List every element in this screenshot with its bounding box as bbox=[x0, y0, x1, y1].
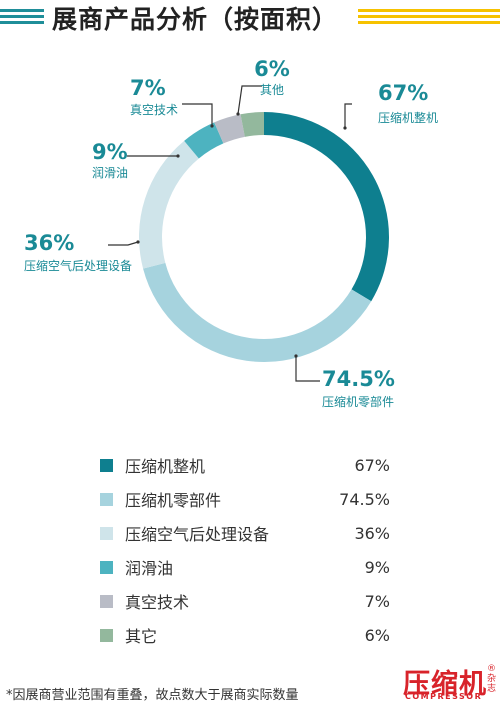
callout-dot bbox=[294, 354, 298, 358]
callout-value: 36% bbox=[24, 231, 74, 255]
legend-value: 36% bbox=[354, 523, 390, 543]
legend-item: 压缩机零部件 74.5% bbox=[100, 482, 390, 516]
donut-slice bbox=[214, 114, 245, 144]
legend-item: 压缩空气后处理设备 36% bbox=[100, 516, 390, 550]
callout-dot bbox=[136, 240, 140, 244]
legend-value: 74.5% bbox=[339, 489, 390, 509]
callout-leader-line bbox=[182, 103, 213, 126]
callout-label: 真空技术 bbox=[130, 103, 178, 117]
callout-leader-line bbox=[295, 356, 320, 382]
callout-leader-line bbox=[108, 241, 139, 246]
logo-sub-text: COMPRESSOR bbox=[405, 692, 483, 701]
callout-dot bbox=[343, 126, 347, 130]
header-stripes-right bbox=[358, 9, 500, 25]
legend-value: 67% bbox=[354, 455, 390, 475]
legend-value: 9% bbox=[364, 557, 390, 577]
legend-value: 6% bbox=[364, 625, 390, 645]
logo-mark: ® bbox=[487, 664, 496, 674]
legend-swatch bbox=[100, 628, 113, 642]
header: 展商产品分析（按面积） bbox=[0, 0, 500, 40]
callout-label: 润滑油 bbox=[92, 166, 128, 180]
legend-item: 真空技术 7% bbox=[100, 584, 390, 618]
callout-label: 压缩机零部件 bbox=[322, 394, 394, 409]
legend-label: 真空技术 bbox=[125, 593, 190, 612]
callout-label: 压缩空气后处理设备 bbox=[24, 258, 132, 273]
legend-item: 压缩机整机 67% bbox=[100, 448, 390, 482]
footnote: *因展商营业范围有重叠，故点数大于展商实际数量 bbox=[6, 688, 299, 703]
callout-dot bbox=[236, 112, 240, 116]
callout-dot bbox=[210, 124, 214, 128]
donut-slice bbox=[184, 122, 224, 159]
magazine-logo: 压缩机 ® 杂志 COMPRESSOR bbox=[403, 662, 498, 702]
page-title: 展商产品分析（按面积） bbox=[52, 5, 339, 34]
legend-value: 7% bbox=[364, 591, 390, 611]
callout-dot bbox=[176, 154, 180, 158]
logo-side-text: ® 杂志 bbox=[487, 664, 498, 694]
callout-leader-line bbox=[344, 103, 352, 128]
legend-item: 润滑油 9% bbox=[100, 550, 390, 584]
callout-value: 74.5% bbox=[322, 367, 395, 391]
callout-label: 压缩机整机 bbox=[378, 110, 438, 125]
logo-main-text: 压缩机 bbox=[403, 669, 487, 700]
legend-swatch bbox=[100, 560, 113, 574]
callout-value: 9% bbox=[92, 140, 128, 164]
legend-swatch bbox=[100, 594, 113, 608]
callout-value: 7% bbox=[130, 76, 166, 100]
legend-swatch bbox=[100, 492, 113, 506]
legend-label: 压缩空气后处理设备 bbox=[125, 525, 270, 544]
callout-leader-line bbox=[237, 85, 262, 115]
donut-slice bbox=[240, 112, 264, 137]
logo-side-label: 杂志 bbox=[487, 674, 497, 694]
header-stripes-left bbox=[0, 9, 44, 25]
legend-label: 压缩机整机 bbox=[125, 457, 206, 476]
legend-item: 其它 6% bbox=[100, 618, 390, 652]
legend-swatch bbox=[100, 526, 113, 540]
donut-slice bbox=[139, 140, 199, 269]
donut-slice bbox=[264, 112, 390, 302]
legend-label: 润滑油 bbox=[125, 559, 174, 578]
legend: 压缩机整机 67% 压缩机零部件 74.5% 压缩空气后处理设备 36% 润滑油… bbox=[100, 448, 390, 652]
legend-swatch bbox=[100, 458, 113, 472]
callout-label: 其他 bbox=[260, 83, 284, 97]
donut-chart: 67% 压缩机整机 74.5% 压缩机零部件 36% 压缩空气后处理设备 9% 润滑油 7% 真空… bbox=[24, 57, 438, 409]
legend-label: 其它 bbox=[125, 627, 158, 646]
donut-slice bbox=[143, 262, 372, 362]
legend-label: 压缩机零部件 bbox=[125, 491, 222, 510]
callout-value: 6% bbox=[254, 57, 290, 81]
callout-value: 67% bbox=[378, 81, 428, 105]
